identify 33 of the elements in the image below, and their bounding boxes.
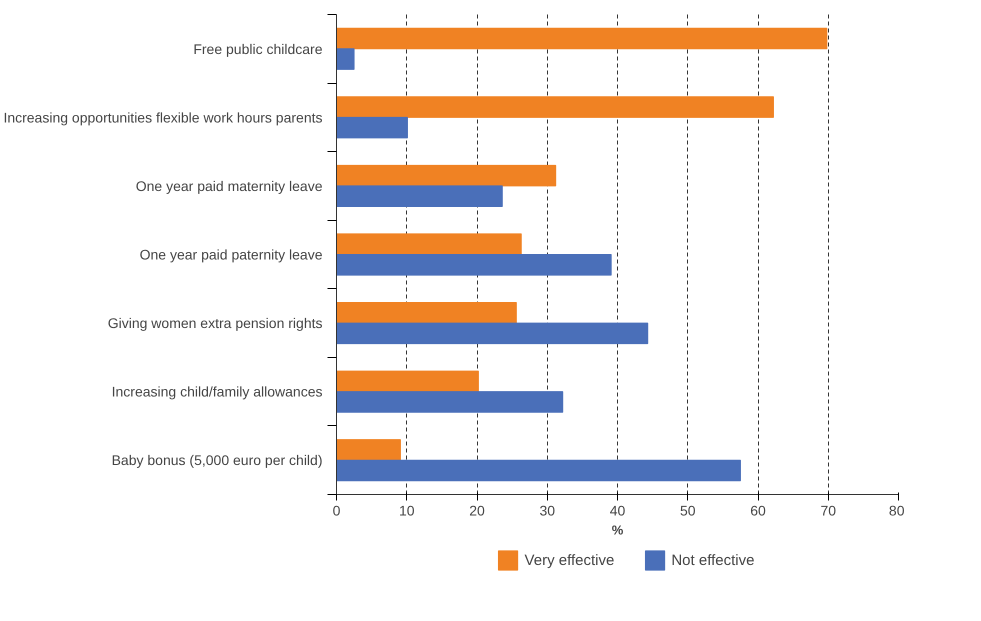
bar — [336, 302, 517, 324]
x-tick-label: 20 — [469, 502, 485, 518]
x-tick-label: 60 — [750, 502, 766, 518]
x-tick-label: 10 — [398, 502, 415, 518]
bar — [336, 322, 648, 344]
bar — [336, 164, 556, 186]
y-tick-label: Free public childcare — [193, 40, 323, 57]
x-tick-label: 80 — [888, 502, 905, 518]
y-tick-label: Increasing child/family allowances — [112, 384, 322, 400]
x-axis-title: % — [612, 522, 624, 538]
bar — [336, 370, 479, 392]
bar — [336, 116, 408, 138]
legend-label: Very effective — [524, 552, 614, 568]
y-tick-label: Increasing opportunities flexible work hours parents — [3, 109, 322, 126]
bar — [336, 233, 522, 255]
bar — [336, 28, 828, 50]
y-tick-label: One year paid paternity leave — [140, 246, 323, 262]
y-tick-label: Giving women extra pension rights — [108, 315, 323, 332]
x-tick-label: 0 — [332, 502, 341, 518]
x-tick-label: 30 — [539, 502, 556, 518]
bar — [336, 439, 401, 461]
bar — [336, 460, 741, 482]
bar — [336, 254, 612, 276]
y-tick-label: Baby bonus (5,000 euro per child) — [112, 452, 323, 468]
bar — [336, 185, 503, 207]
bar — [336, 391, 564, 413]
y-tick-label: One year paid maternity leave — [136, 178, 323, 194]
x-tick-label: 70 — [820, 502, 836, 518]
x-tick-label: 40 — [610, 502, 626, 518]
x-tick-label: 50 — [680, 502, 696, 518]
bar — [336, 48, 355, 70]
legend-label: Not effective — [671, 552, 754, 568]
bar — [336, 96, 774, 118]
